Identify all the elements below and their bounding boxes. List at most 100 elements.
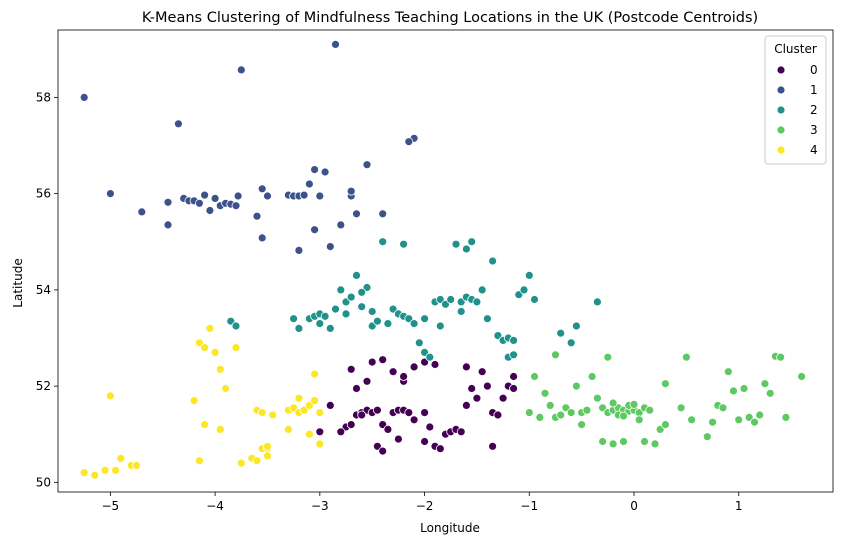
x-tick-label: −4 <box>206 499 224 513</box>
data-point <box>357 410 367 420</box>
data-point <box>461 362 471 372</box>
data-point <box>572 381 581 391</box>
data-point <box>106 189 115 199</box>
data-point <box>687 415 696 425</box>
data-point <box>283 424 293 434</box>
data-point <box>593 393 602 403</box>
data-point <box>231 321 241 331</box>
data-point <box>650 439 660 449</box>
data-point <box>236 65 246 75</box>
data-point <box>215 364 225 374</box>
data-point <box>194 456 204 466</box>
data-point <box>310 225 320 235</box>
data-point <box>488 441 498 451</box>
data-point <box>456 427 466 437</box>
data-point <box>189 396 199 406</box>
legend-item-label: 1 <box>810 83 818 97</box>
data-point <box>409 319 419 329</box>
data-point <box>472 297 482 307</box>
y-axis-label: Latitude <box>11 258 25 307</box>
data-point <box>409 362 419 372</box>
data-point <box>357 287 367 297</box>
legend-item-label: 2 <box>810 103 818 117</box>
data-point <box>572 321 581 331</box>
data-point <box>509 350 518 360</box>
data-point <box>634 415 644 425</box>
data-point <box>556 328 566 338</box>
data-point <box>577 420 586 430</box>
data-point <box>435 321 445 331</box>
data-point <box>566 338 576 348</box>
y-tick-label: 52 <box>36 379 51 393</box>
data-point <box>456 307 466 316</box>
legend: Cluster 0 1 2 3 4 <box>764 35 827 165</box>
data-point <box>357 302 367 312</box>
legend-marker <box>776 65 786 75</box>
data-point <box>383 424 393 434</box>
data-point <box>336 220 346 230</box>
data-point <box>729 386 738 396</box>
data-point <box>404 408 414 418</box>
data-point <box>221 384 231 393</box>
data-point <box>200 420 210 430</box>
data-point <box>723 367 733 377</box>
data-point <box>378 237 388 247</box>
data-point <box>111 465 120 475</box>
data-point <box>257 408 267 418</box>
data-point <box>545 400 555 410</box>
data-point <box>367 307 377 316</box>
data-point <box>310 396 320 406</box>
data-point <box>252 456 262 466</box>
data-point <box>383 319 393 329</box>
data-point <box>352 384 361 393</box>
data-point <box>676 403 686 413</box>
data-point <box>378 209 388 219</box>
data-point <box>231 343 241 353</box>
series-3 <box>524 350 806 449</box>
data-point <box>137 207 147 217</box>
plot-frame <box>57 29 834 493</box>
data-point <box>299 190 309 200</box>
data-point <box>598 437 607 446</box>
y-tick-label: 54 <box>36 283 51 297</box>
x-tick-label: 1 <box>735 499 743 513</box>
data-point <box>399 372 409 381</box>
data-point <box>346 364 356 374</box>
plot-area <box>79 40 806 480</box>
data-point <box>233 191 243 201</box>
data-point <box>781 412 791 422</box>
data-point <box>341 309 351 319</box>
x-tick-label: 0 <box>630 499 638 513</box>
data-point <box>294 245 304 255</box>
data-point <box>750 417 759 427</box>
data-point <box>524 270 534 280</box>
data-point <box>702 432 712 442</box>
data-point <box>294 323 304 333</box>
data-point <box>304 429 314 439</box>
data-point <box>367 357 377 367</box>
data-point <box>776 352 785 362</box>
data-point <box>263 441 272 451</box>
data-point <box>509 372 518 381</box>
data-point <box>252 211 262 221</box>
data-point <box>640 437 649 446</box>
data-point <box>268 410 278 420</box>
data-point <box>755 410 765 420</box>
data-point <box>163 197 173 207</box>
data-point <box>310 165 320 175</box>
data-point <box>336 285 346 295</box>
legend-marker <box>776 105 786 115</box>
data-point <box>215 424 225 434</box>
data-point <box>472 393 482 403</box>
data-point <box>482 314 492 324</box>
data-point <box>378 446 388 456</box>
data-point <box>79 468 89 478</box>
series-1 <box>79 40 419 255</box>
data-point <box>315 439 325 449</box>
data-point <box>488 256 498 266</box>
data-point <box>289 314 299 324</box>
x-tick-label: −2 <box>416 499 434 513</box>
data-point <box>420 408 430 418</box>
axes: −5 −4 −3 −2 −1 0 1 50 52 54 56 58 <box>36 29 834 513</box>
